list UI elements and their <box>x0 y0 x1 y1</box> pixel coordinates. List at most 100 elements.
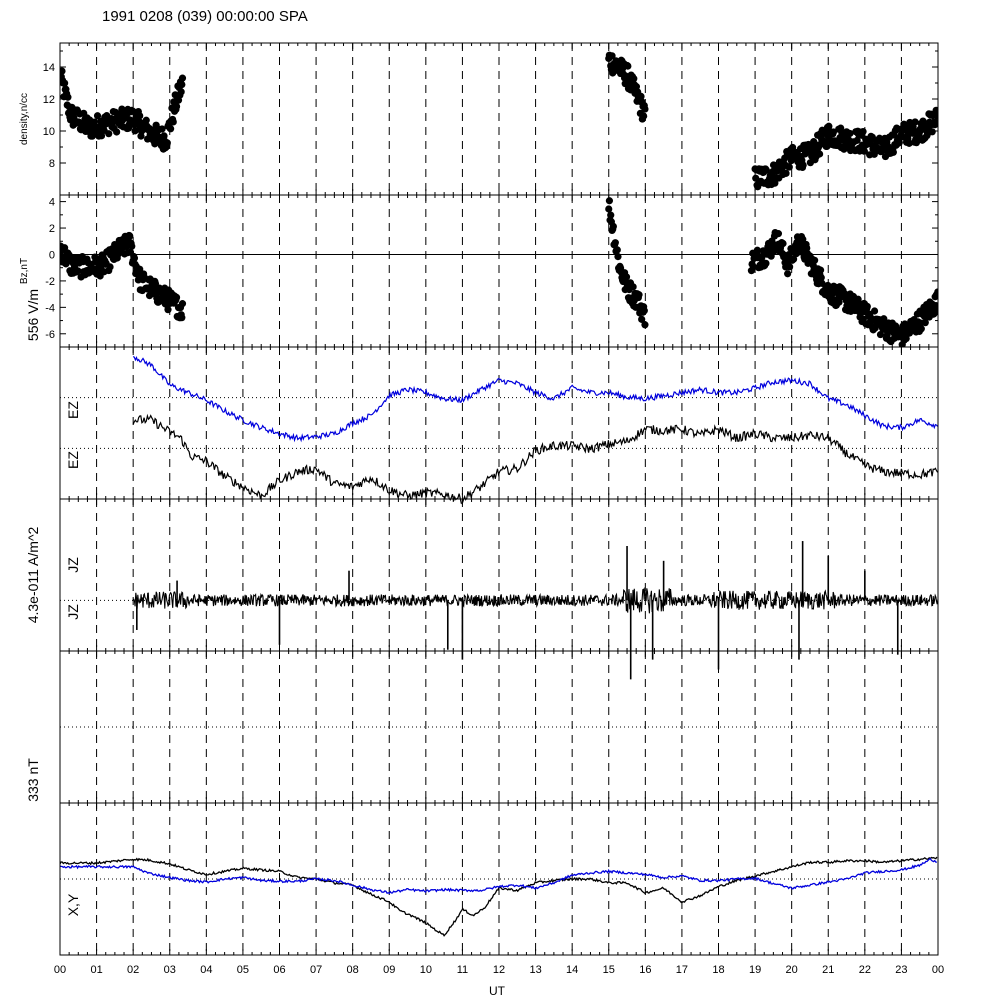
data-point <box>932 106 938 114</box>
data-point <box>605 205 613 213</box>
scatter-1-points <box>60 197 938 347</box>
y-tick-label: 14 <box>43 62 55 74</box>
data-point <box>97 132 106 140</box>
data-point <box>921 319 929 327</box>
data-point <box>749 263 758 271</box>
x-tick-label: 14 <box>566 964 578 976</box>
y-tick-label: 0 <box>49 249 55 261</box>
data-point <box>799 161 807 169</box>
data-point <box>61 79 69 87</box>
data-point <box>90 118 98 126</box>
data-point <box>803 244 811 252</box>
data-point <box>635 291 643 299</box>
data-point <box>130 254 139 262</box>
frame-layer: 00 01 02 03 04 05 06 07 08 09 10 11 12 13 14 15 16 17 18 19… <box>19 42 944 976</box>
y-tick-label: 2 <box>49 223 55 235</box>
data-point <box>624 62 632 70</box>
data-point <box>638 315 646 323</box>
data-layer <box>59 51 939 937</box>
jz-series-line <box>133 587 939 614</box>
x-tick-label: 07 <box>310 964 322 976</box>
data-point <box>870 307 879 315</box>
data-point <box>811 256 819 264</box>
y-axis-label: density,n/cc <box>19 93 30 145</box>
data-point <box>178 300 187 308</box>
data-point <box>785 163 793 171</box>
x-tick-label: 19 <box>749 964 761 976</box>
data-point <box>917 325 925 333</box>
data-point <box>614 253 622 261</box>
data-point <box>641 105 649 113</box>
y-tick-label: 8 <box>49 158 55 170</box>
data-point <box>846 129 854 138</box>
data-point <box>142 116 150 124</box>
xy-series-x-black-line <box>59 856 938 937</box>
data-point <box>762 259 770 267</box>
panel-scale-label: 333 nT <box>25 758 41 802</box>
x-tick-label: 16 <box>639 964 651 976</box>
data-point <box>62 260 70 268</box>
data-point <box>178 314 186 322</box>
data-point <box>816 150 824 158</box>
data-point <box>630 75 638 83</box>
data-point <box>853 136 861 144</box>
x-axis-label: UT <box>489 984 506 998</box>
data-point <box>622 273 631 281</box>
data-point <box>607 211 615 219</box>
x-tick-label: 05 <box>237 964 249 976</box>
data-point <box>74 267 82 275</box>
data-point <box>774 230 783 238</box>
y-tick-label: -6 <box>45 329 55 341</box>
data-point <box>163 139 171 147</box>
data-point <box>611 239 619 247</box>
data-point <box>64 93 72 101</box>
ez-series-blue-line <box>132 355 939 443</box>
x-tick-label: 01 <box>90 964 102 976</box>
data-point <box>799 235 807 243</box>
data-point <box>928 128 936 136</box>
data-point <box>640 112 648 120</box>
data-point <box>859 127 867 136</box>
data-point <box>178 74 187 82</box>
panel-side-label: EZ <box>65 451 81 469</box>
data-point <box>933 307 938 316</box>
x-tick-label: 20 <box>786 964 798 976</box>
panel-side-label: EZ <box>65 401 81 419</box>
panel-scale-label: 556 V/m <box>25 289 41 341</box>
x-tick-label: 00 <box>54 964 66 976</box>
data-point <box>880 315 888 323</box>
data-point <box>789 143 797 152</box>
data-point <box>860 147 868 155</box>
data-point <box>178 80 186 89</box>
data-point <box>172 293 181 301</box>
data-point <box>169 118 177 126</box>
data-point <box>126 232 134 240</box>
data-point <box>164 306 172 314</box>
data-point <box>782 169 790 177</box>
y-tick-label: 4 <box>49 197 55 209</box>
data-point <box>632 83 641 91</box>
data-point <box>60 67 66 75</box>
x-tick-label: 09 <box>383 964 395 976</box>
y-axis-label: Bz,nT <box>19 258 30 284</box>
x-tick-label: 10 <box>420 964 432 976</box>
data-point <box>911 118 919 126</box>
panel-side-label: JZ <box>65 604 81 620</box>
data-point <box>835 298 843 306</box>
data-point <box>640 307 648 315</box>
data-point <box>113 128 121 136</box>
data-point <box>933 119 938 127</box>
x-tick-label: 12 <box>493 964 505 976</box>
scatter-0-points <box>60 51 938 191</box>
x-tick-label: 23 <box>895 964 907 976</box>
xy-series-y-blue-line <box>59 857 937 895</box>
data-point <box>771 179 779 187</box>
data-point <box>779 239 787 248</box>
y-tick-label: 10 <box>43 126 55 138</box>
data-point <box>762 166 770 174</box>
data-point <box>629 283 637 291</box>
data-point <box>172 102 181 111</box>
y-tick-label: 12 <box>43 94 55 106</box>
data-point <box>128 242 136 250</box>
